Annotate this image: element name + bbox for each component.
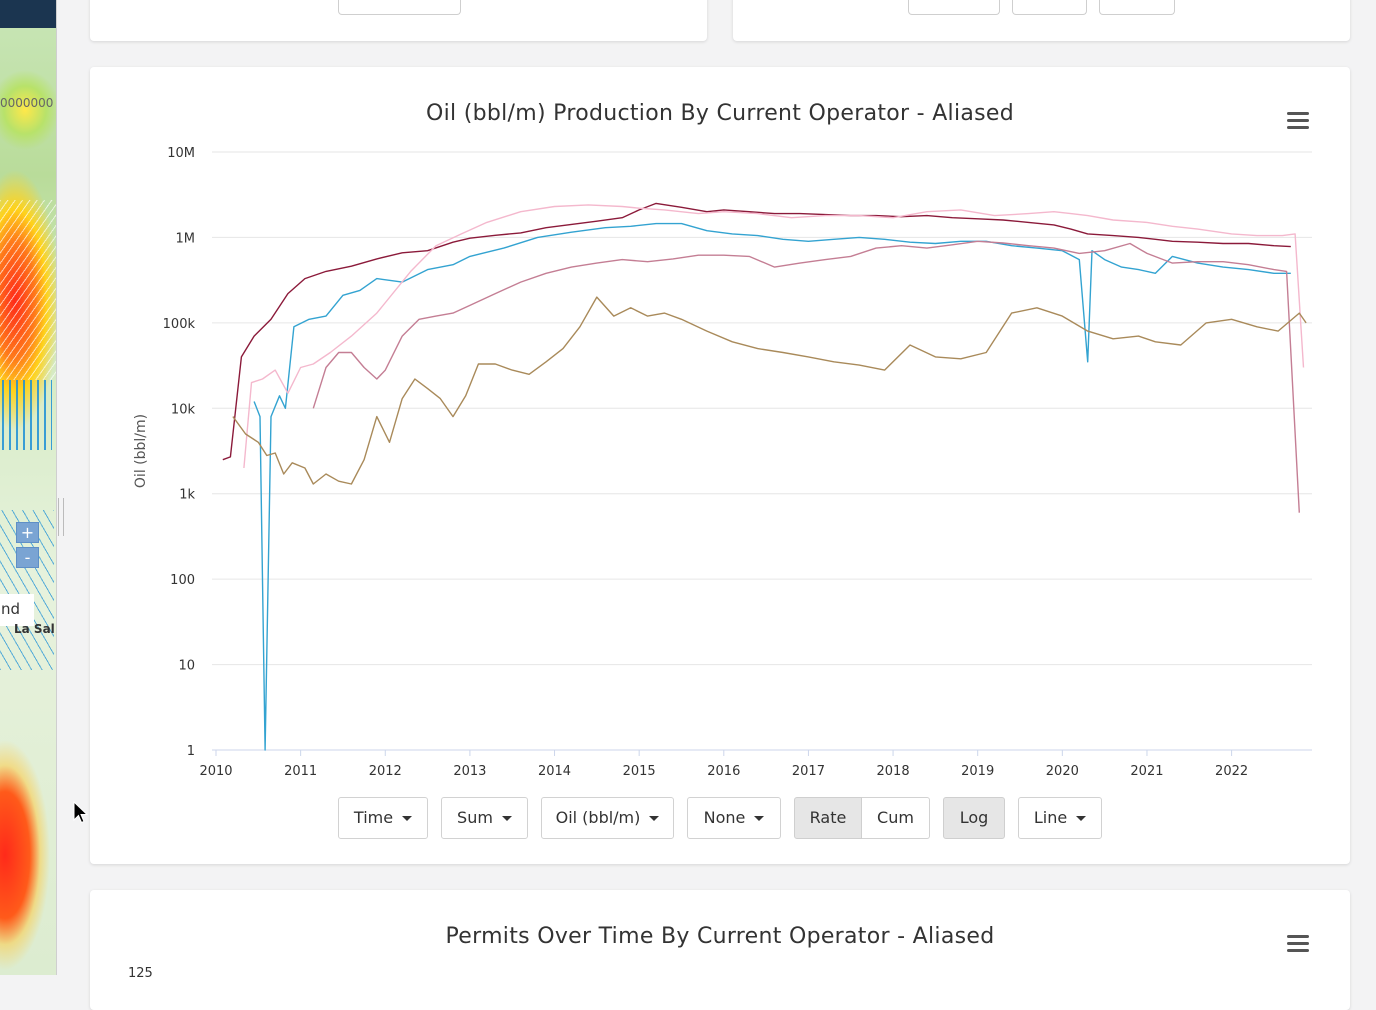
series-line-operator-d bbox=[312, 240, 1300, 513]
y-tick-label: 10 bbox=[178, 659, 195, 674]
y-tick-label: 1 bbox=[187, 744, 195, 759]
caret-down-icon bbox=[649, 816, 660, 821]
y-axis-ticks: 1 10 100 1k 10k 100k 1M 10M bbox=[163, 146, 196, 759]
chart-title: Oil (bbl/m) Production By Current Operat… bbox=[425, 101, 1015, 126]
chart-type-dropdown[interactable] bbox=[338, 0, 461, 15]
mouse-cursor-icon bbox=[73, 801, 89, 824]
map-panel[interactable]: 0000000 + - nd La Sal bbox=[0, 0, 57, 975]
chart-type-dropdown[interactable]: Line bbox=[1018, 797, 1102, 839]
caret-down-icon bbox=[1076, 816, 1087, 821]
chart-type-dropdown-label: Line bbox=[1033, 808, 1068, 827]
oil-dropdown[interactable] bbox=[1012, 0, 1087, 15]
map-label-number: 0000000 bbox=[0, 96, 54, 110]
well-lines bbox=[0, 200, 56, 380]
chart-grid bbox=[212, 151, 1312, 751]
normalize-dropdown-label: None bbox=[703, 808, 746, 827]
caret-down-icon bbox=[402, 816, 413, 821]
map-town-label: La Sal bbox=[14, 622, 55, 636]
x-tick-label: 2020 bbox=[1046, 764, 1079, 779]
chart-series bbox=[222, 202, 1307, 751]
series-line-operator-c bbox=[243, 204, 1305, 469]
heatmap-blob bbox=[0, 740, 50, 970]
series-line-operator-a bbox=[222, 202, 1291, 461]
x-tick-label: 2011 bbox=[284, 764, 317, 779]
cum-toggle-button[interactable]: Cum bbox=[862, 797, 930, 839]
aggregate-dropdown-label: Sum bbox=[457, 808, 493, 827]
map-legend-box[interactable]: nd bbox=[0, 594, 34, 626]
normalize-dropdown[interactable]: None bbox=[687, 797, 781, 839]
total-dropdown[interactable] bbox=[908, 0, 1000, 15]
zoom-in-button[interactable]: + bbox=[16, 522, 39, 543]
caret-down-icon bbox=[754, 816, 765, 821]
permits-chart-card: Permits Over Time By Current Operator - … bbox=[90, 890, 1350, 1010]
heatmap-blob bbox=[0, 70, 56, 150]
caret-down-icon bbox=[501, 816, 512, 821]
y-tick-label: 1k bbox=[179, 488, 195, 503]
y-tick-label: 1M bbox=[176, 231, 196, 246]
x-axis-dropdown[interactable]: Time bbox=[338, 797, 428, 839]
x-tick-label: 2022 bbox=[1215, 764, 1248, 779]
y-tick-label: 10M bbox=[167, 146, 195, 161]
x-tick-label: 2019 bbox=[961, 764, 994, 779]
metric-dropdown[interactable]: Oil (bbl/m) bbox=[541, 797, 674, 839]
series-line-operator-e bbox=[232, 296, 1307, 485]
metric-dropdown-label: Oil (bbl/m) bbox=[555, 808, 641, 827]
x-axis-ticks: 2010 2011 2012 2013 2014 2015 2016 2017 2018 2019… bbox=[199, 750, 1248, 779]
x-tick-label: 2021 bbox=[1130, 764, 1163, 779]
x-tick-label: 2013 bbox=[453, 764, 486, 779]
map-header-bar bbox=[0, 0, 56, 28]
x-tick-label: 2018 bbox=[877, 764, 910, 779]
rate-toggle-button[interactable]: Rate bbox=[794, 797, 862, 839]
x-tick-label: 2015 bbox=[623, 764, 656, 779]
x-tick-label: 2016 bbox=[707, 764, 740, 779]
log-toggle-button[interactable]: Log bbox=[943, 797, 1005, 839]
y-tick-label: 100 bbox=[170, 573, 195, 588]
y-axis-tick-label: 125 bbox=[128, 966, 153, 981]
y-axis-label: Oil (bbl/m) bbox=[133, 414, 149, 488]
y-tick-label: 10k bbox=[171, 402, 196, 417]
oil-production-chart-card: Oil (bbl/m) Production By Current Operat… bbox=[90, 67, 1350, 864]
zoom-out-button[interactable]: - bbox=[16, 547, 39, 568]
hamburger-icon[interactable] bbox=[1287, 935, 1309, 953]
x-tick-label: 2017 bbox=[792, 764, 825, 779]
treemap-card bbox=[90, 0, 707, 41]
hamburger-icon[interactable] bbox=[1287, 112, 1309, 130]
y-tick-label: 100k bbox=[163, 317, 196, 332]
well-markers bbox=[2, 380, 52, 450]
x-tick-label: 2014 bbox=[538, 764, 571, 779]
x-axis-dropdown-label: Time bbox=[353, 808, 394, 827]
x-tick-label: 2010 bbox=[199, 764, 232, 779]
aggregate-dropdown[interactable]: Sum bbox=[441, 797, 528, 839]
panel-resize-handle[interactable] bbox=[58, 498, 64, 536]
series-line-operator-b bbox=[253, 222, 1291, 751]
chart-title: Permits Over Time By Current Operator - … bbox=[445, 924, 995, 949]
pie-card bbox=[733, 0, 1350, 41]
x-tick-label: 2012 bbox=[369, 764, 402, 779]
none-dropdown[interactable] bbox=[1099, 0, 1175, 15]
